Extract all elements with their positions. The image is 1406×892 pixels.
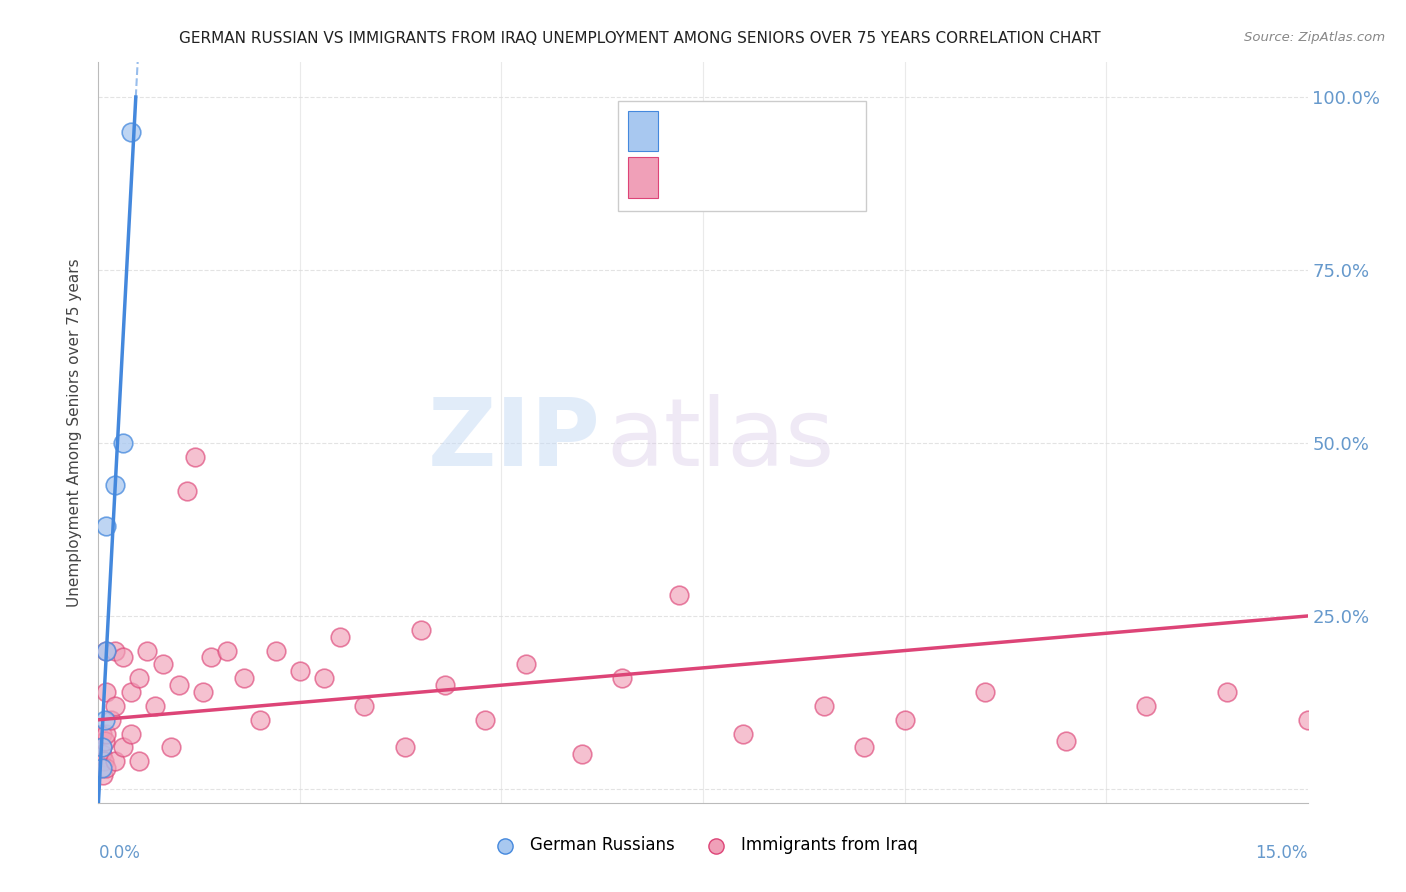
Text: 0.169: 0.169 xyxy=(716,169,772,186)
Point xyxy=(100,713,122,727)
Point xyxy=(89,754,111,768)
Y-axis label: Unemployment Among Seniors over 75 years: Unemployment Among Seniors over 75 years xyxy=(67,259,83,607)
Point xyxy=(249,713,271,727)
Point xyxy=(409,623,432,637)
Text: Source: ZipAtlas.com: Source: ZipAtlas.com xyxy=(1244,31,1385,45)
FancyBboxPatch shape xyxy=(619,101,866,211)
Point xyxy=(96,643,118,657)
Point xyxy=(94,713,117,727)
Point xyxy=(128,671,150,685)
Point xyxy=(1135,698,1157,713)
Point xyxy=(160,740,183,755)
Point xyxy=(314,671,336,685)
Point xyxy=(96,643,118,657)
Point xyxy=(217,643,239,657)
Point xyxy=(1054,733,1077,747)
Point xyxy=(96,761,118,775)
Text: 0.0%: 0.0% xyxy=(98,844,141,862)
Point xyxy=(120,125,142,139)
Point xyxy=(668,588,690,602)
Point xyxy=(329,630,352,644)
Point xyxy=(91,726,114,740)
Point xyxy=(1296,713,1319,727)
Point xyxy=(111,740,134,755)
Point xyxy=(103,698,125,713)
Text: 8: 8 xyxy=(818,120,831,139)
Point xyxy=(152,657,174,672)
Point xyxy=(167,678,190,692)
Point xyxy=(474,713,496,727)
Text: 15.0%: 15.0% xyxy=(1256,844,1308,862)
Point xyxy=(353,698,375,713)
Point xyxy=(571,747,593,762)
Point xyxy=(94,733,117,747)
Point xyxy=(143,698,166,713)
FancyBboxPatch shape xyxy=(628,111,658,152)
Text: R =: R = xyxy=(675,120,714,139)
Point xyxy=(193,685,215,699)
Point xyxy=(96,685,118,699)
Point xyxy=(176,484,198,499)
Point xyxy=(893,713,915,727)
Point xyxy=(96,519,118,533)
Point xyxy=(111,436,134,450)
Point xyxy=(90,740,112,755)
Point xyxy=(733,726,755,740)
Text: N =: N = xyxy=(779,169,820,186)
Point xyxy=(184,450,207,464)
Legend: German Russians, Immigrants from Iraq: German Russians, Immigrants from Iraq xyxy=(481,830,925,861)
Text: R =: R = xyxy=(675,169,714,186)
Text: GERMAN RUSSIAN VS IMMIGRANTS FROM IRAQ UNEMPLOYMENT AMONG SENIORS OVER 75 YEARS : GERMAN RUSSIAN VS IMMIGRANTS FROM IRAQ U… xyxy=(179,31,1101,46)
Point xyxy=(96,726,118,740)
Point xyxy=(200,650,222,665)
Point xyxy=(612,671,634,685)
Point xyxy=(135,643,157,657)
Point xyxy=(103,754,125,768)
Point xyxy=(120,685,142,699)
Point xyxy=(103,643,125,657)
Point xyxy=(974,685,997,699)
Point xyxy=(434,678,457,692)
Point xyxy=(91,768,114,782)
Point xyxy=(232,671,254,685)
Point xyxy=(394,740,416,755)
Point xyxy=(93,754,115,768)
Point xyxy=(1216,685,1239,699)
Point xyxy=(264,643,287,657)
Point xyxy=(813,698,835,713)
Text: 56: 56 xyxy=(818,169,842,186)
Point xyxy=(288,665,311,679)
Text: ZIP: ZIP xyxy=(427,394,600,486)
Point xyxy=(91,747,114,762)
Point xyxy=(120,726,142,740)
Point xyxy=(853,740,876,755)
Text: N =: N = xyxy=(779,120,820,139)
Point xyxy=(515,657,537,672)
Point xyxy=(91,761,114,775)
Text: atlas: atlas xyxy=(606,394,835,486)
FancyBboxPatch shape xyxy=(628,157,658,198)
Point xyxy=(103,477,125,491)
Point xyxy=(128,754,150,768)
Point xyxy=(90,761,112,775)
Point xyxy=(91,740,114,755)
Text: 0.560: 0.560 xyxy=(716,120,772,139)
Point xyxy=(111,650,134,665)
